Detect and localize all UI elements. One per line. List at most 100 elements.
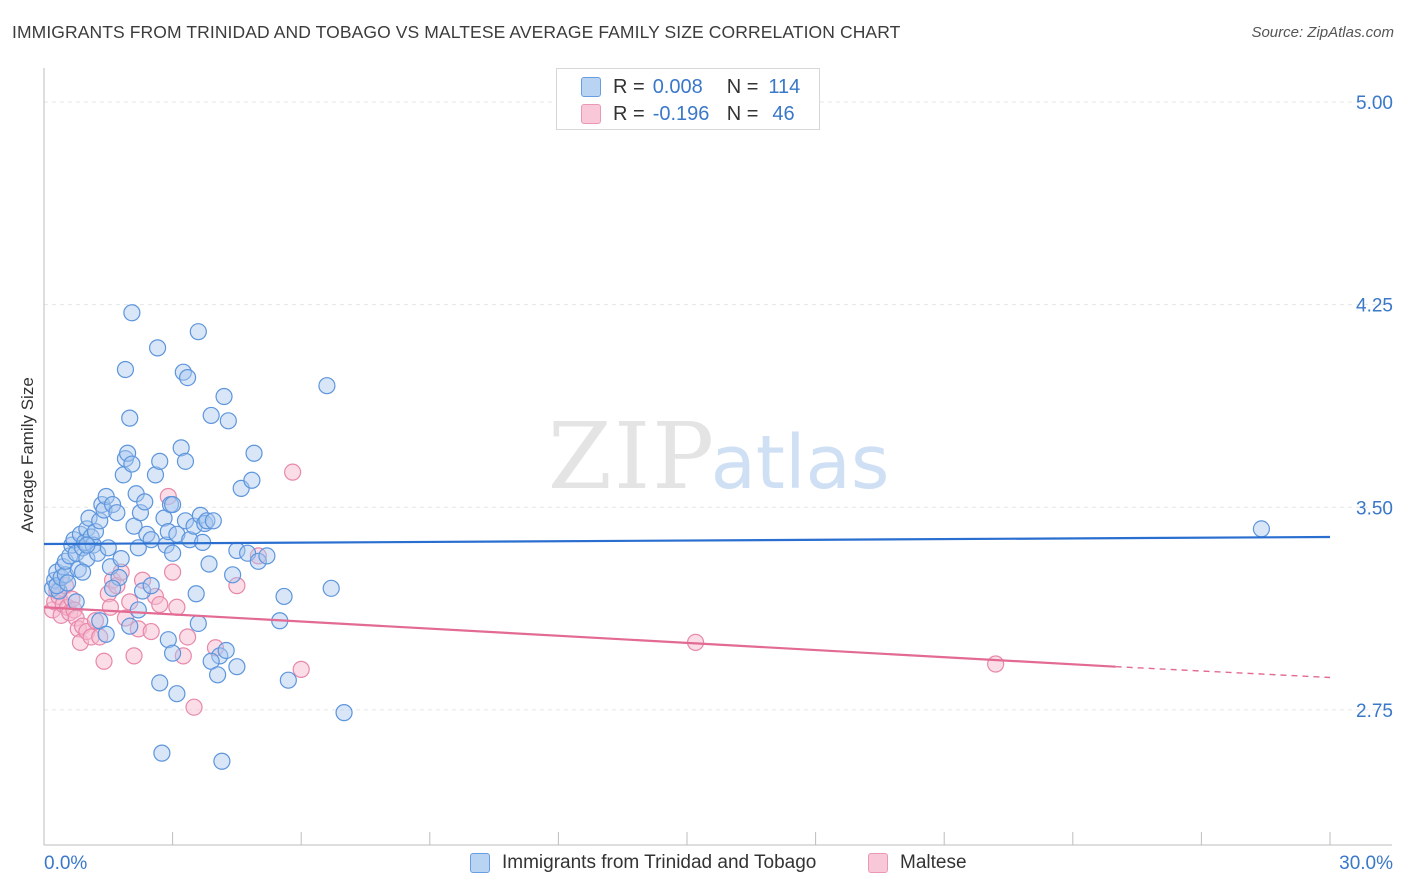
trinidad-point xyxy=(185,517,203,535)
trinidad-point xyxy=(275,587,293,606)
trinidad-point xyxy=(198,512,216,530)
trinidad-point xyxy=(187,585,205,603)
trinidad-point xyxy=(142,531,160,549)
chart-title: IMMIGRANTS FROM TRINIDAD AND TOBAGO VS M… xyxy=(12,22,901,42)
trinidad-point xyxy=(97,625,115,643)
x-tick-labels: 0.0% 30.0% xyxy=(44,853,1393,874)
trinidad-point xyxy=(121,617,139,635)
maltese-point xyxy=(179,628,197,646)
trend-lines xyxy=(43,535,1331,679)
maltese-point xyxy=(284,463,302,481)
trinidad-point xyxy=(204,512,222,530)
trinidad-point xyxy=(146,466,165,484)
x-tick-label: 0.0% xyxy=(44,853,87,874)
maltese-point xyxy=(228,577,246,595)
trinidad-point xyxy=(67,593,85,611)
source-label: Source: ZipAtlas.com xyxy=(1251,24,1394,41)
legend-n-label: N = xyxy=(726,75,759,98)
trinidad-point xyxy=(133,582,152,600)
trinidad-point xyxy=(249,552,267,570)
trinidad-point xyxy=(217,641,235,660)
legend-r-label: R = xyxy=(613,75,645,98)
trinidad-point xyxy=(189,614,207,633)
trinidad-point xyxy=(116,360,135,379)
trinidad-trend-line xyxy=(43,535,1331,546)
legend-swatch-pink xyxy=(868,853,888,873)
legend-n-value: 46 xyxy=(772,102,795,125)
maltese-point xyxy=(987,655,1005,673)
trinidad-point xyxy=(78,536,96,554)
trinidad-point xyxy=(136,493,154,511)
y-tick-label: 2.75 xyxy=(1356,701,1393,722)
legend-label-trinidad: Immigrants from Trinidad and Tobago xyxy=(502,852,817,873)
grid-lines xyxy=(44,101,1392,711)
trinidad-point xyxy=(153,744,171,762)
trinidad-point xyxy=(200,555,218,573)
trinidad-point xyxy=(209,666,227,684)
maltese-point xyxy=(116,609,135,627)
y-tick-label: 5.00 xyxy=(1356,93,1393,114)
legend-label-maltese: Maltese xyxy=(900,852,967,873)
trinidad-point xyxy=(151,452,169,470)
watermark: ZIP atlas xyxy=(548,403,890,510)
trinidad-points xyxy=(43,304,1271,770)
x-tick-label: 30.0% xyxy=(1339,853,1393,874)
trinidad-point xyxy=(123,304,141,322)
trinidad-point xyxy=(164,644,182,662)
trinidad-point xyxy=(164,495,182,514)
trinidad-point xyxy=(228,658,246,676)
legend-swatch-blue xyxy=(581,77,601,97)
trinidad-point xyxy=(142,577,160,595)
trinidad-point xyxy=(108,504,126,522)
trinidad-point xyxy=(189,323,207,341)
trinidad-point xyxy=(129,601,147,619)
axes xyxy=(43,68,1392,846)
legend-swatch-pink xyxy=(581,104,601,124)
trinidad-point xyxy=(159,631,177,649)
trinidad-point xyxy=(112,550,130,568)
maltese-point xyxy=(168,598,186,616)
legend-row-maltese: R = -0.196 N = 46 xyxy=(581,102,795,126)
maltese-point xyxy=(164,563,182,581)
y-tick-label: 4.25 xyxy=(1356,296,1393,317)
legend-item-trinidad: Immigrants from Trinidad and Tobago xyxy=(470,852,816,874)
trinidad-point xyxy=(58,574,77,592)
trinidad-point xyxy=(176,452,195,470)
trinidad-point xyxy=(258,547,276,565)
trinidad-point xyxy=(172,439,190,457)
trinidad-point xyxy=(95,501,113,519)
trinidad-point xyxy=(168,685,186,703)
trinidad-point xyxy=(121,409,139,427)
trinidad-point xyxy=(110,568,128,587)
trinidad-point xyxy=(103,579,122,597)
series-legend: Immigrants from Trinidad and Tobago Malt… xyxy=(0,852,1406,876)
maltese-point xyxy=(185,698,203,716)
maltese-point xyxy=(206,639,225,657)
trinidad-point xyxy=(219,412,237,430)
maltese-point xyxy=(95,652,113,670)
maltese-point xyxy=(292,660,310,678)
trinidad-point xyxy=(243,471,261,489)
y-axis-label: Average Family Size xyxy=(18,377,37,533)
maltese-point xyxy=(86,612,105,630)
trinidad-point xyxy=(322,579,340,597)
maltese-trend-extension xyxy=(1115,665,1331,679)
maltese-point xyxy=(142,622,160,641)
y-tick-label: 3.50 xyxy=(1356,498,1393,519)
maltese-point xyxy=(174,647,192,665)
maltese-point xyxy=(151,595,169,614)
y-tick-labels: 2.75 3.50 4.25 5.00 xyxy=(1356,93,1393,722)
legend-r-label: R = xyxy=(613,102,645,125)
trinidad-point xyxy=(86,522,105,541)
legend-r-value: -0.196 xyxy=(652,102,710,125)
trinidad-point xyxy=(215,387,233,406)
legend-swatch-blue xyxy=(470,853,490,873)
trinidad-point xyxy=(279,671,297,689)
trinidad-point xyxy=(245,444,263,462)
trinidad-point xyxy=(213,752,231,770)
trinidad-point xyxy=(335,704,353,722)
watermark-atlas: atlas xyxy=(711,420,890,506)
correlation-legend: R = 0.008 N = 114 R = -0.196 N = 46 xyxy=(556,68,820,130)
trinidad-point xyxy=(73,563,92,581)
trinidad-point xyxy=(224,566,242,584)
